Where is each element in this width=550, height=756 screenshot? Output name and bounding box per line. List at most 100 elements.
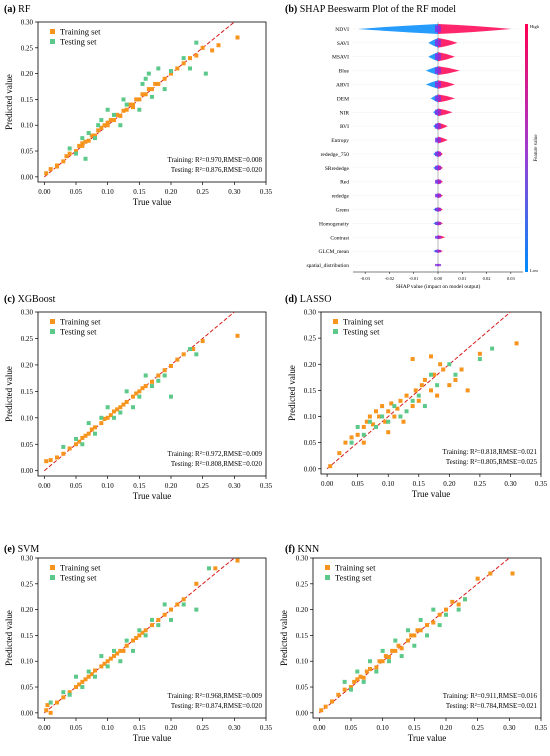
- training-point: [188, 56, 192, 61]
- panel-e-letter: (e): [4, 544, 16, 555]
- testing-point: [490, 346, 495, 351]
- training-point: [74, 685, 78, 690]
- x-tick-label: 0.25: [197, 188, 210, 196]
- shap-violin-center: [435, 263, 441, 267]
- shap-violin-center: [435, 221, 441, 225]
- feature-label: RVI: [340, 124, 349, 130]
- training-point: [89, 427, 94, 432]
- training-point: [99, 421, 104, 426]
- training-point: [319, 708, 324, 713]
- x-tick-label: 0.25: [474, 480, 487, 488]
- panel-e-name: SVM: [17, 544, 40, 555]
- training-point: [235, 333, 240, 338]
- testing-point: [162, 602, 167, 607]
- x-axis-label: True value: [133, 197, 171, 207]
- training-point: [108, 118, 113, 123]
- training-point: [425, 623, 429, 628]
- testing-point: [203, 71, 208, 76]
- testing-point: [124, 389, 129, 394]
- shap-violin-center: [435, 67, 441, 74]
- training-point: [80, 435, 85, 440]
- training-point: [380, 404, 385, 409]
- x-axis-label: True value: [408, 733, 446, 743]
- shap-violin-center: [435, 249, 441, 253]
- training-point: [355, 677, 360, 682]
- panel-a-name: RF: [18, 4, 31, 15]
- testing-point: [86, 669, 91, 674]
- testing-point: [412, 643, 417, 648]
- training-point: [437, 612, 442, 617]
- training-point: [429, 388, 433, 393]
- x-tick-label: 0.30: [503, 724, 516, 732]
- legend-label: Testing set: [335, 573, 372, 583]
- feature-label: rededge_750: [321, 152, 350, 158]
- training-point: [140, 92, 145, 97]
- testing-point: [380, 648, 385, 653]
- testing-point: [112, 415, 116, 420]
- y-tick-label: 0.25: [304, 335, 317, 343]
- legend-label: Testing set: [60, 37, 97, 47]
- series-training: [44, 558, 240, 715]
- training-point: [80, 141, 85, 146]
- chart-d: 0.00 0.05 0.10 0.15 0.20 0.25 0.30 0.35 0.00 0.05…: [287, 309, 548, 500]
- x-tick-label: 0.15: [408, 724, 421, 732]
- training-point: [413, 388, 418, 393]
- feature-label: GLCM_mean: [318, 249, 349, 255]
- training-point: [61, 451, 66, 456]
- panel-c-letter: (c): [4, 294, 16, 305]
- x-tick-label: 0.20: [440, 724, 453, 732]
- chart-f: 0.00 0.05 0.10 0.15 0.20 0.25 0.30 0.35 0.00 0.05…: [279, 555, 548, 744]
- legend-label: Training set: [60, 563, 101, 573]
- series-testing: [67, 40, 208, 161]
- legend-marker: [50, 565, 55, 570]
- training-point: [444, 607, 448, 612]
- shap-violin-center: [435, 39, 441, 47]
- training-point: [459, 367, 464, 372]
- x-tick-label: 0.10: [102, 188, 115, 196]
- testing-point: [99, 118, 104, 123]
- training-point: [389, 401, 394, 406]
- training-point: [475, 576, 480, 581]
- legend-label: Training set: [343, 317, 384, 327]
- x-axis-label: True value: [133, 733, 171, 743]
- training-point: [112, 118, 116, 123]
- testing-point: [150, 384, 154, 389]
- feature-label: SRrededge: [325, 166, 350, 172]
- panel-d-letter: (d): [285, 294, 298, 305]
- shap-violin-center: [435, 81, 441, 88]
- plot-frame: [37, 557, 267, 719]
- testing-point: [137, 394, 142, 399]
- training-point: [83, 677, 88, 682]
- training-point: [191, 347, 196, 352]
- training-point: [383, 654, 388, 659]
- panel-b-letter: (b): [285, 4, 298, 15]
- test-metrics: Testing: R²=0.876,RMSE=0.020: [171, 166, 263, 174]
- testing-point: [131, 648, 135, 653]
- training-point: [383, 419, 388, 424]
- testing-point: [181, 602, 186, 607]
- shap-violin-positive: [438, 23, 511, 34]
- shap-violin-positive: [438, 38, 458, 48]
- training-point: [450, 599, 455, 604]
- training-point: [118, 405, 123, 410]
- training-point: [429, 354, 433, 359]
- y-tick-label: 0.25: [296, 580, 309, 588]
- training-point: [74, 149, 78, 154]
- training-point: [181, 61, 186, 66]
- training-point: [115, 112, 120, 117]
- testing-point: [404, 409, 409, 414]
- test-metrics: Testing: R²=0.808,RMSE=0.020: [171, 460, 263, 468]
- training-point: [422, 377, 427, 382]
- testing-point: [124, 638, 129, 643]
- training-point: [80, 143, 85, 148]
- training-point: [374, 409, 378, 414]
- chart-b: -0.03 -0.02 -0.01 0.00 0.01 0.02 0.03 SHAP valu…: [307, 22, 540, 290]
- training-point: [124, 643, 129, 648]
- testing-point: [93, 431, 97, 436]
- series-training: [44, 35, 240, 176]
- feature-label: DEM: [337, 96, 349, 102]
- y-tick-label: 0.00: [21, 173, 34, 181]
- testing-point: [349, 687, 353, 692]
- training-point: [181, 352, 186, 357]
- series-training: [319, 571, 515, 713]
